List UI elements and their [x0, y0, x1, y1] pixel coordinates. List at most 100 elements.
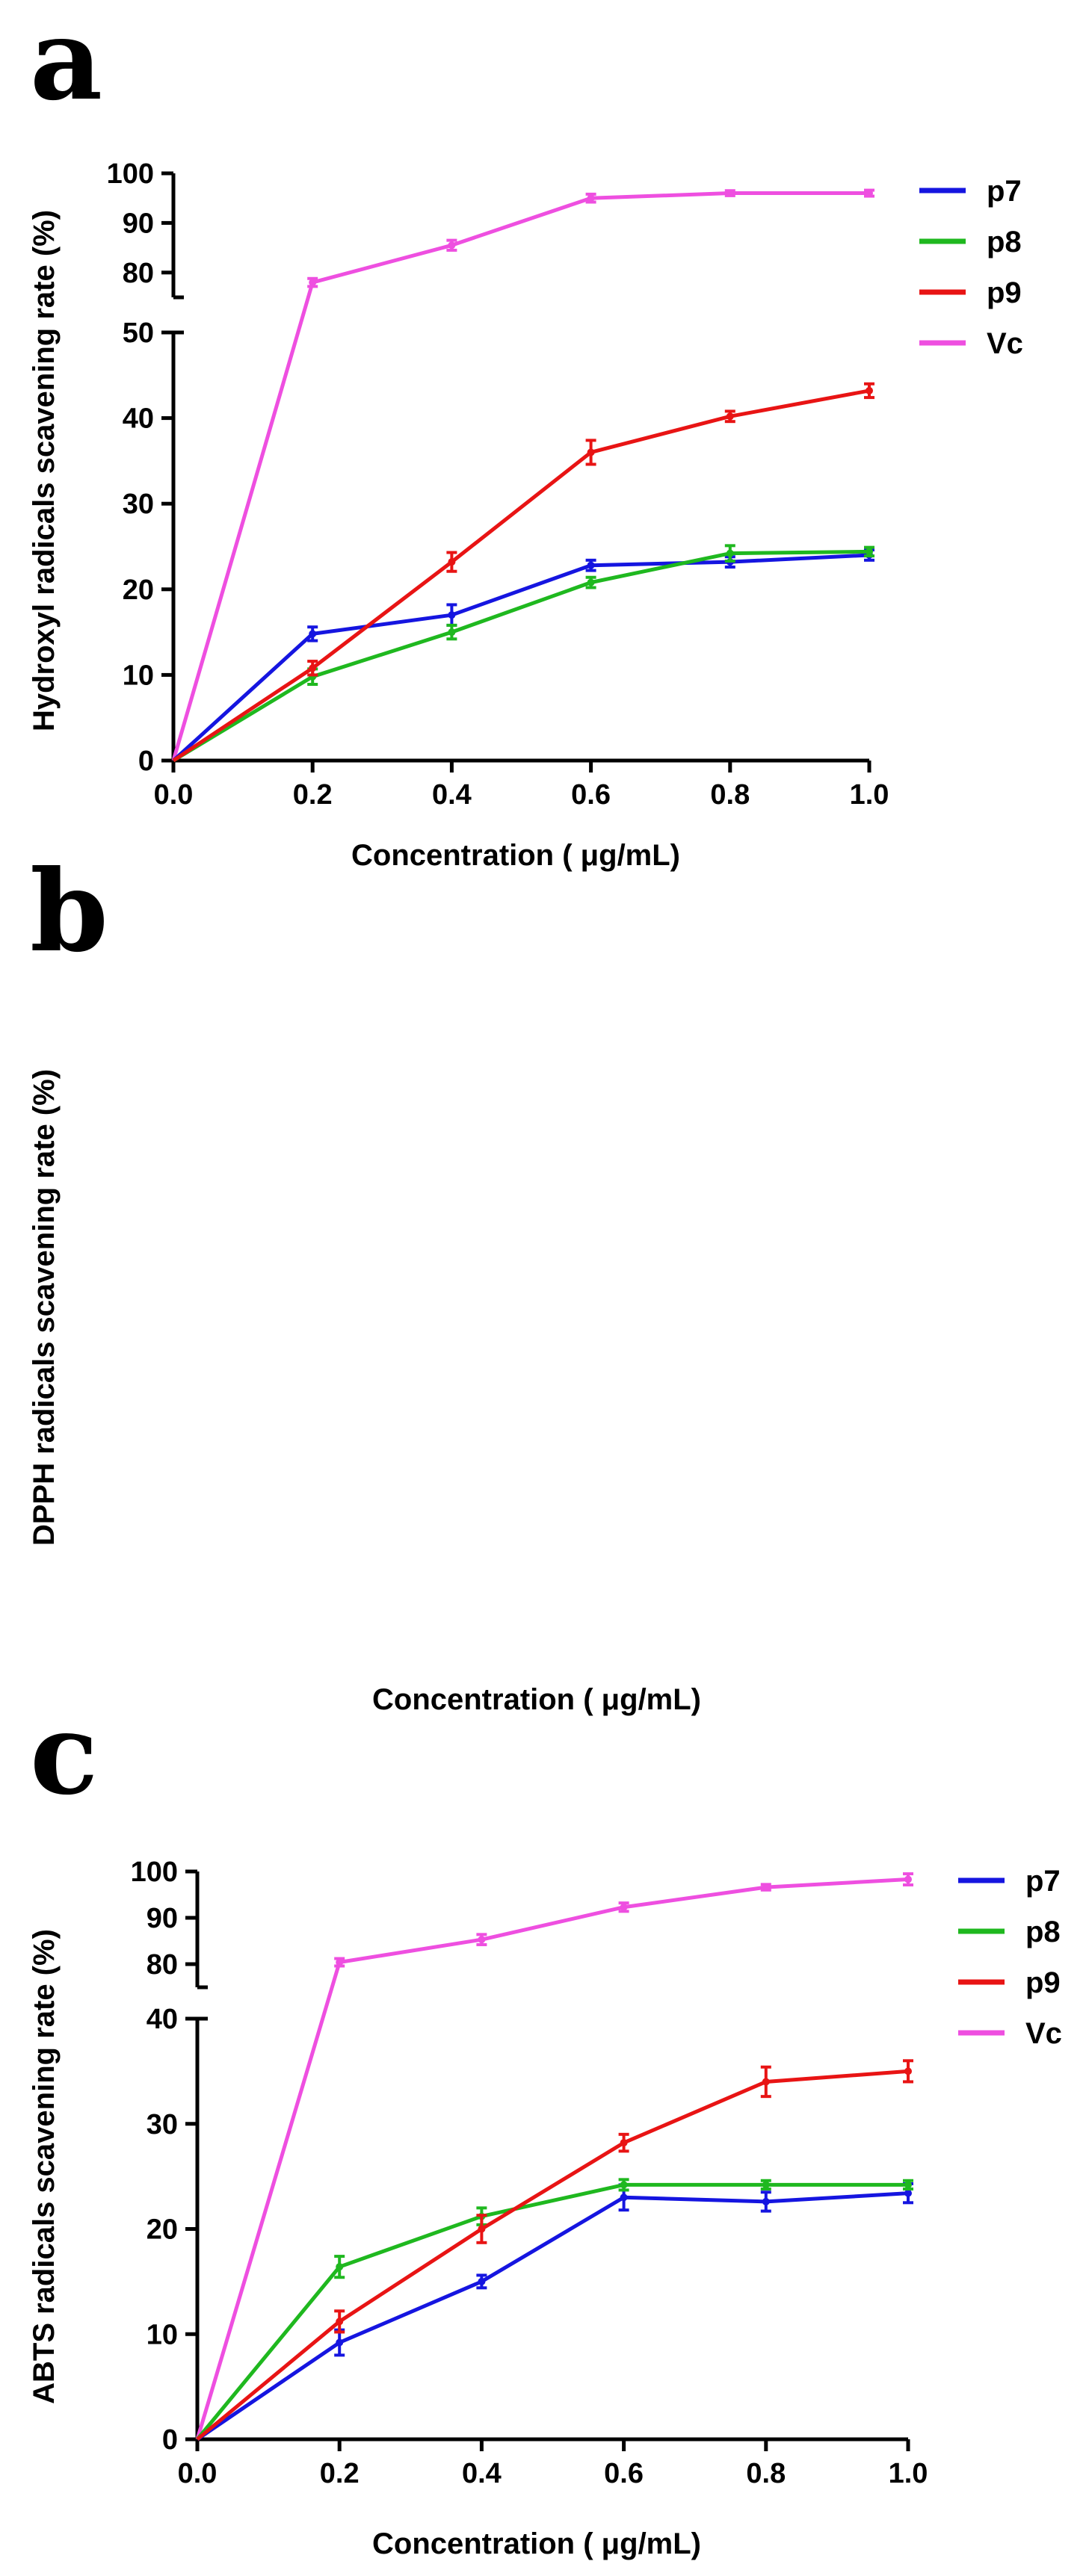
data-point — [478, 2225, 486, 2233]
data-point — [336, 2318, 344, 2326]
data-point — [762, 2078, 770, 2086]
data-point — [904, 2189, 912, 2197]
y-tick-label: 10 — [146, 2319, 178, 2350]
data-point — [309, 279, 317, 287]
x-tick-label: 0.2 — [293, 779, 333, 811]
x-tick-label: 0.4 — [462, 2458, 502, 2489]
x-tick-label: 0.6 — [604, 2458, 644, 2489]
series-line-p9 — [196, 2069, 909, 2441]
data-point — [587, 561, 595, 569]
data-point — [620, 2193, 628, 2202]
panel-c: c ABTS radicals scavening rate (%) Conce… — [28, 1688, 701, 2560]
y-tick-label: 30 — [146, 2109, 178, 2140]
y-tick-label: 90 — [123, 208, 154, 239]
x-tick-label: 0.8 — [746, 2458, 786, 2489]
data-point — [904, 2067, 912, 2075]
legend-label: p9 — [1025, 1966, 1061, 1999]
legend: p7 p8 p9 Vc — [919, 175, 1023, 360]
data-point — [620, 2181, 628, 2189]
legend-label: p8 — [1025, 1916, 1061, 1948]
legend-label: p8 — [987, 226, 1022, 258]
data-point — [587, 448, 595, 456]
data-point — [904, 2181, 912, 2189]
x-tick-label: 0.8 — [710, 779, 750, 811]
data-point — [336, 1958, 344, 1966]
legend-label: Vc — [1025, 2017, 1062, 2050]
series-line-p8 — [196, 2182, 908, 2441]
y-tick-label: 0 — [138, 746, 154, 777]
y-axis-title: ABTS radicals scavening rate (%) — [28, 1929, 61, 2404]
y-tick-label: 100 — [107, 158, 154, 190]
data-point — [336, 2338, 344, 2347]
legend-label: p7 — [987, 175, 1022, 208]
y-tick-label: 80 — [146, 1949, 178, 1981]
data-point — [620, 1903, 628, 1911]
x-axis-title: Concentration ( μg/mL) — [372, 1683, 701, 1716]
data-point — [726, 412, 734, 421]
series-line-p7 — [172, 553, 870, 762]
y-axis-title: DPPH radicals scavening rate (%) — [28, 1069, 61, 1546]
panel-letter: c — [30, 1688, 98, 1820]
data-point — [587, 578, 595, 586]
data-point — [762, 1883, 770, 1892]
data-point — [587, 194, 595, 202]
x-tick-label: 0.0 — [178, 2458, 218, 2489]
data-point — [904, 1875, 912, 1883]
data-point — [448, 558, 456, 566]
data-point — [478, 1936, 486, 1944]
plot-marks — [171, 188, 874, 763]
y-tick-label: 20 — [146, 2214, 178, 2246]
data-point — [448, 241, 456, 250]
legend: p7 p8 p9 Vc — [958, 1865, 1062, 2050]
series-line-p7 — [196, 2191, 909, 2442]
y-tick-label: 80 — [123, 258, 154, 289]
x-tick-label: 1.0 — [850, 779, 889, 811]
x-tick-label: 0.2 — [320, 2458, 360, 2489]
y-tick-label: 40 — [123, 403, 154, 435]
series-line-Vc — [195, 1877, 909, 2440]
legend-label: p7 — [1025, 1865, 1061, 1898]
y-tick-label: 50 — [123, 318, 154, 349]
y-tick-label: 0 — [162, 2424, 178, 2456]
y-tick-label: 40 — [146, 2004, 178, 2035]
x-tick-label: 1.0 — [889, 2458, 928, 2489]
series-line-p9 — [172, 388, 870, 763]
legend-label: Vc — [987, 327, 1023, 360]
data-point — [336, 2263, 344, 2271]
data-point — [762, 2197, 770, 2205]
y-tick-label: 10 — [123, 660, 154, 691]
data-point — [478, 2277, 486, 2285]
legend-label: p9 — [987, 276, 1022, 309]
panel-letter: a — [30, 0, 102, 126]
x-tick-label: 0.6 — [571, 779, 611, 811]
data-point — [866, 386, 873, 394]
data-point — [309, 630, 317, 638]
data-point — [726, 189, 734, 197]
series-line-p8 — [172, 549, 870, 763]
data-point — [309, 664, 317, 672]
data-point — [448, 611, 456, 619]
series-line-Vc — [171, 191, 869, 761]
y-tick-label: 100 — [131, 1857, 178, 1888]
data-point — [620, 2139, 628, 2147]
y-tick-label: 20 — [123, 575, 154, 606]
data-point — [866, 189, 873, 197]
x-axis-title: Concentration ( μg/mL) — [351, 839, 680, 872]
x-tick-label: 0.0 — [154, 779, 194, 811]
panel-b: b DPPH radicals scavening rate (%) Conce… — [28, 846, 1062, 2489]
data-point — [762, 2181, 770, 2189]
x-axis-title: Concentration ( μg/mL) — [372, 2527, 701, 2560]
axes: 0 10 20 30 40 50 80 90 100 0.0 0.2 0.4 0.6 0.8 1.0 — [107, 158, 889, 811]
data-point — [726, 549, 734, 557]
axes: 0 10 20 30 40 80 90 100 0.0 0.2 0.4 0.6 0.8 1.0 — [131, 1857, 928, 2489]
y-axis-title: Hydroxyl radicals scavening rate (%) — [28, 210, 61, 731]
y-tick-label: 30 — [123, 489, 154, 520]
x-tick-label: 0.4 — [432, 779, 472, 811]
y-tick-label: 90 — [146, 1903, 178, 1934]
data-point — [866, 548, 873, 556]
panel-a: a Hydroxyl radicals scavening rate (%) C… — [28, 0, 1023, 872]
data-point — [448, 628, 456, 637]
panel-letter: b — [30, 846, 108, 977]
plot-marks — [195, 1872, 913, 2442]
